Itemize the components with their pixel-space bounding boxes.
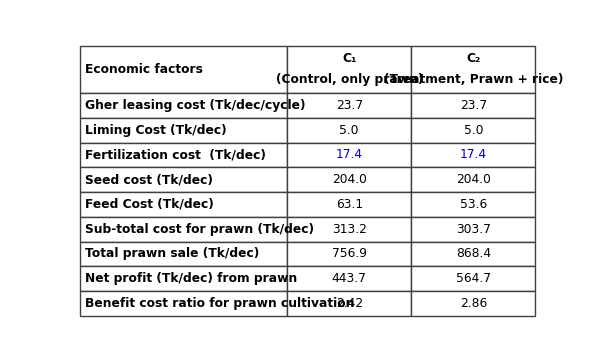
Bar [80,242,287,266]
Bar [412,142,535,167]
Bar [80,46,287,93]
Bar [287,118,412,142]
Bar [287,192,412,217]
Text: Fertilization cost  (Tk/dec): Fertilization cost (Tk/dec) [85,149,266,161]
Text: 63.1: 63.1 [335,198,363,211]
Text: 23.7: 23.7 [460,99,487,112]
Text: 443.7: 443.7 [332,272,367,285]
Bar [287,142,412,167]
Bar [287,291,412,316]
Bar [80,291,287,316]
Bar [287,217,412,242]
Text: Liming Cost (Tk/dec): Liming Cost (Tk/dec) [85,124,227,137]
Bar [80,167,287,192]
Bar [412,242,535,266]
Bar [80,217,287,242]
Text: 5.0: 5.0 [464,124,483,137]
Text: 564.7: 564.7 [456,272,491,285]
Bar [287,242,412,266]
Text: 17.4: 17.4 [460,149,487,161]
Bar [80,192,287,217]
Bar [287,93,412,118]
Bar [287,46,412,93]
Text: Seed cost (Tk/dec): Seed cost (Tk/dec) [85,173,213,186]
Bar [412,93,535,118]
Text: 204.0: 204.0 [456,173,491,186]
Bar [412,46,535,93]
Bar [412,167,535,192]
Text: Feed Cost (Tk/dec): Feed Cost (Tk/dec) [85,198,214,211]
Bar [412,217,535,242]
Text: 17.4: 17.4 [335,149,363,161]
Bar [412,192,535,217]
Text: Gher leasing cost (Tk/dec/cycle): Gher leasing cost (Tk/dec/cycle) [85,99,306,112]
Bar [80,142,287,167]
Bar [412,118,535,142]
Text: C₂: C₂ [466,53,481,66]
Text: 303.7: 303.7 [456,223,491,236]
Bar [80,118,287,142]
Text: 868.4: 868.4 [456,247,491,261]
Text: 756.9: 756.9 [332,247,367,261]
Bar [287,167,412,192]
Text: C₁: C₁ [342,53,356,66]
Bar [80,266,287,291]
Bar [412,266,535,291]
Text: 2.86: 2.86 [460,297,487,310]
Bar [80,93,287,118]
Text: Net profit (Tk/dec) from prawn: Net profit (Tk/dec) from prawn [85,272,298,285]
Text: (Control, only prawn): (Control, only prawn) [275,73,423,86]
Text: Total prawn sale (Tk/dec): Total prawn sale (Tk/dec) [85,247,259,261]
Text: 5.0: 5.0 [340,124,359,137]
Bar [412,291,535,316]
Text: (Treatment, Prawn + rice): (Treatment, Prawn + rice) [383,73,563,86]
Bar [287,266,412,291]
Text: 23.7: 23.7 [335,99,363,112]
Text: 204.0: 204.0 [332,173,367,186]
Text: Economic factors: Economic factors [85,63,203,76]
Text: 53.6: 53.6 [460,198,487,211]
Text: 2.42: 2.42 [335,297,363,310]
Text: Sub-total cost for prawn (Tk/dec): Sub-total cost for prawn (Tk/dec) [85,223,314,236]
Text: 313.2: 313.2 [332,223,367,236]
Text: Benefit cost ratio for prawn cultivation: Benefit cost ratio for prawn cultivation [85,297,355,310]
